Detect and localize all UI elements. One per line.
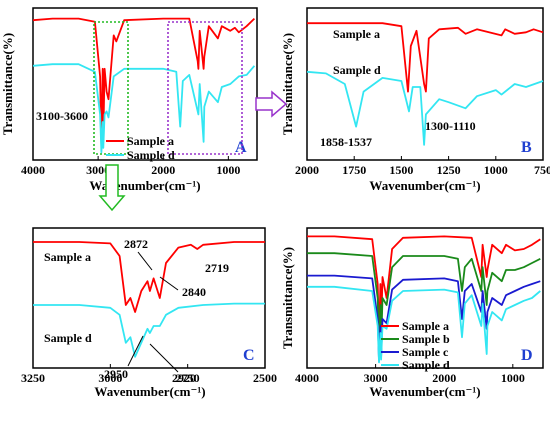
- leader-line-2872: [137, 251, 153, 271]
- highlight-box-3100-3600: [93, 21, 129, 155]
- legend-label-sample-d: Sample d: [127, 148, 175, 162]
- panel-b: 2000 1750 1500 1250 1000 750 Wavenumber(cm⁻¹) T…: [280, 7, 550, 193]
- arrow-to-panel-c: [98, 164, 126, 212]
- series-line-sample-d: [306, 70, 544, 146]
- panel-label: D: [521, 347, 533, 364]
- series-line-sample-d: [307, 285, 541, 364]
- series-label-sample-a: Sample a: [333, 27, 380, 41]
- series-line-sample-a: [33, 241, 265, 313]
- plot-frame: [306, 227, 544, 369]
- series-line-sample-a: [307, 22, 544, 93]
- y-axis-label: Transmittance(%): [280, 33, 295, 135]
- panel-label: C: [243, 347, 255, 364]
- x-axis-label: Wavenumber(cm⁻¹): [369, 178, 480, 193]
- legend-label-sample-b: Sample b: [402, 332, 450, 346]
- annotation-2872: 2872: [124, 237, 148, 251]
- x-tick-label: 1000: [484, 163, 508, 177]
- annotation-2920: 2920: [172, 371, 196, 385]
- connector-arrows: [98, 90, 288, 212]
- panel-a: 4000 3000 2000 1000Wavenumber(cm⁻¹)Transmit…: [0, 7, 258, 193]
- panel-label: A: [235, 139, 247, 156]
- y-axis-label: Transmittance(%): [0, 33, 15, 135]
- x-tick-label: 2000: [432, 371, 456, 385]
- panel-label: B: [521, 139, 532, 156]
- x-tick-label: 4000: [21, 163, 45, 177]
- x-axis-label: Wavenumber(cm⁻¹): [94, 384, 205, 399]
- series-line-sample-d: [33, 302, 265, 358]
- x-tick-label: 3000: [364, 371, 388, 385]
- series-line-sample-a: [32, 17, 256, 146]
- x-tick-label: 2000: [151, 163, 175, 177]
- annotation-2719: 2719: [205, 261, 229, 275]
- annotation-1858-1537: 1858-1537: [320, 135, 372, 149]
- x-tick-label: 2750: [176, 371, 200, 385]
- panel-c: 3250 3000 2750 2500 Wavenumber(cm⁻¹) C Sample …: [21, 227, 277, 399]
- annotation-2950: 2950: [104, 367, 128, 381]
- legend-label-sample-d: Sample d: [402, 358, 450, 372]
- plot-frame: [32, 227, 266, 369]
- series-label-sample-d: Sample d: [44, 331, 92, 345]
- x-tick-label: 1250: [437, 163, 461, 177]
- x-tick-label: 3000: [86, 163, 110, 177]
- annotation-1300-1110: 1300-1110: [425, 119, 476, 133]
- legend-label-sample-a: Sample a: [402, 319, 449, 333]
- plot-frame: [32, 7, 258, 161]
- plot-frame: [306, 7, 544, 161]
- x-tick-label: 1000: [501, 371, 525, 385]
- arrow-to-panel-b: [255, 90, 288, 118]
- series-line-sample-d: [32, 63, 256, 154]
- x-tick-label: 3000: [98, 371, 122, 385]
- x-tick-label: 1500: [389, 163, 413, 177]
- series-label-sample-d: Sample d: [333, 63, 381, 77]
- leader-line-2840: [159, 276, 179, 291]
- x-tick-label: 2000: [295, 163, 319, 177]
- highlight-box-fingerprint: [167, 21, 243, 155]
- x-tick-label: 750: [534, 163, 550, 177]
- legend-label-sample-c: Sample c: [402, 345, 449, 359]
- x-axis-label: Wavenumber(cm⁻¹): [369, 384, 480, 399]
- leader-line-2950: [127, 335, 144, 367]
- legend-label-sample-a: Sample a: [127, 134, 174, 148]
- panel-d: 4000 3000 2000 1000 Wavenumber(cm⁻¹) Transmit…: [280, 227, 544, 399]
- x-tick-label: 1000: [216, 163, 240, 177]
- annotation-2840: 2840: [182, 285, 206, 299]
- x-tick-label: 2500: [253, 371, 277, 385]
- annotation-3100-3600: 3100-3600: [36, 109, 88, 123]
- leader-line-2920: [149, 343, 179, 373]
- y-axis-label: Transmittance(%): [280, 247, 295, 349]
- x-tick-label: 4000: [295, 371, 319, 385]
- series-label-sample-a: Sample a: [44, 250, 91, 264]
- x-tick-label: 1750: [342, 163, 366, 177]
- x-tick-label: 3250: [21, 371, 45, 385]
